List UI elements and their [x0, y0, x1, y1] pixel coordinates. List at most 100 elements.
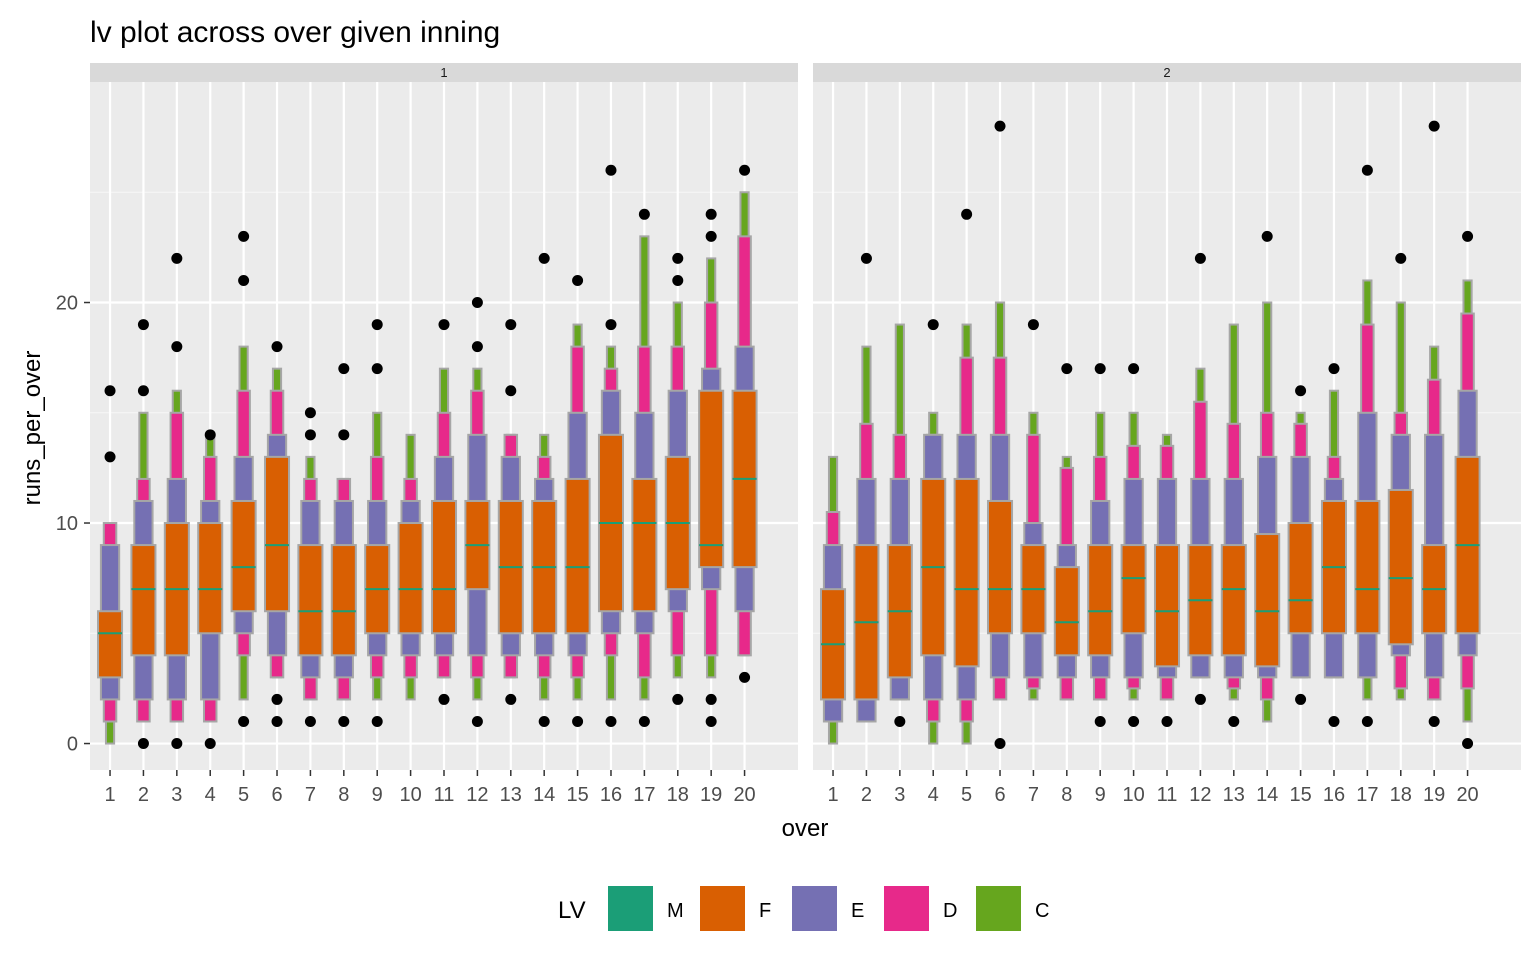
x-tick-label: 13 — [1223, 784, 1245, 806]
x-tick-label: 15 — [1289, 784, 1311, 806]
lv-level-F — [1354, 499, 1381, 635]
lv-box-over-2 — [130, 319, 157, 750]
lv-level-F — [230, 499, 257, 613]
lv-level-F — [1287, 522, 1314, 635]
lv-box-over-2 — [853, 252, 880, 723]
x-tick-label: 5 — [961, 784, 972, 806]
lv-box-over-5 — [953, 208, 980, 745]
facet-strip — [813, 63, 1521, 82]
lv-level-F — [1254, 533, 1281, 668]
outlier-point — [638, 715, 650, 727]
outlier-point — [471, 297, 483, 309]
lv-box-over-11 — [1153, 433, 1181, 727]
x-tick-label: 17 — [1356, 784, 1378, 806]
lv-box-over-6 — [263, 341, 291, 727]
x-tick-label: 15 — [566, 784, 588, 806]
x-tick-label: 11 — [1157, 784, 1178, 806]
outlier-point — [438, 693, 450, 705]
lv-box-over-10 — [1120, 363, 1147, 727]
lv-box-over-13 — [497, 319, 524, 705]
outlier-point — [104, 451, 116, 463]
outlier-point — [739, 164, 751, 176]
outlier-point — [204, 738, 216, 750]
x-axis-label: over — [782, 815, 829, 842]
y-axis: 0 10 20 — [56, 293, 90, 756]
outlier-point — [994, 738, 1006, 750]
lv-level-F — [1053, 566, 1080, 657]
x-tick-label: 6 — [994, 784, 1005, 806]
outlier-point — [1295, 693, 1307, 705]
outlier-point — [304, 715, 316, 727]
lv-level-C — [104, 720, 116, 745]
outlier-point — [572, 274, 584, 286]
x-tick-label: 14 — [533, 784, 555, 806]
panel-2: 2 — [813, 63, 1521, 770]
x-axis-panel-2: 1 2 3 4 5 6 7 8 9 10 11 12 13 14 15 16 17 18 19 20 — [827, 770, 1479, 806]
lv-box-over-1 — [820, 455, 847, 745]
outlier-point — [994, 120, 1006, 132]
outlier-point — [1428, 120, 1440, 132]
outlier-point — [1328, 363, 1340, 375]
outlier-point — [204, 429, 216, 441]
outlier-point — [171, 341, 183, 353]
lv-box-over-6 — [986, 120, 1014, 750]
lv-box-over-18 — [664, 252, 691, 705]
lv-level-F — [1387, 488, 1414, 646]
outlier-point — [672, 274, 684, 286]
outlier-point — [1094, 363, 1106, 375]
outlier-point — [572, 715, 584, 727]
outlier-point — [471, 341, 483, 353]
lv-box-over-9 — [364, 319, 391, 727]
legend-key-swatch — [792, 886, 837, 931]
outlier-point — [137, 385, 149, 397]
outlier-point — [1094, 715, 1106, 727]
outlier-point — [1061, 363, 1073, 375]
lv-level-F — [263, 455, 291, 613]
x-tick-label: 2 — [138, 784, 149, 806]
lv-box-over-20 — [1454, 230, 1481, 750]
chart-title: lv plot across over given inning — [90, 16, 500, 49]
lv-box-over-12 — [464, 297, 491, 727]
legend-item-D: D — [884, 886, 957, 931]
x-tick-label: 6 — [271, 784, 282, 806]
outlier-point — [638, 208, 650, 220]
x-tick-label: 17 — [633, 784, 655, 806]
lv-box-over-12 — [1187, 252, 1214, 705]
legend: LV M F E D C — [558, 886, 1049, 931]
outlier-point — [705, 715, 717, 727]
legend-key-label: C — [1035, 900, 1049, 922]
lv-level-F — [698, 389, 725, 569]
lv-level-F — [631, 477, 658, 613]
x-tick-label: 11 — [434, 784, 455, 806]
x-tick-label: 18 — [1390, 784, 1412, 806]
outlier-point — [238, 274, 250, 286]
lv-box-over-4 — [920, 319, 947, 745]
lv-box-over-14 — [1254, 230, 1281, 723]
outlier-point — [271, 693, 283, 705]
outlier-point — [1428, 715, 1440, 727]
y-tick-label: 10 — [56, 513, 78, 535]
lv-level-F — [953, 477, 980, 668]
x-tick-label: 1 — [827, 784, 838, 806]
outlier-point — [1328, 715, 1340, 727]
x-tick-label: 16 — [600, 784, 622, 806]
outlier-point — [1161, 715, 1173, 727]
outlier-point — [438, 319, 450, 331]
outlier-point — [505, 385, 517, 397]
outlier-point — [894, 715, 906, 727]
panel-1: 1 — [90, 63, 798, 770]
outlier-point — [1128, 363, 1140, 375]
x-axis-panel-1: 1 2 3 4 5 6 7 8 9 10 11 12 13 14 15 16 17 18 19 20 — [104, 770, 756, 806]
outlier-point — [1395, 252, 1407, 264]
outlier-point — [238, 230, 250, 242]
legend-item-E: E — [792, 886, 864, 931]
facet-strip — [90, 63, 798, 82]
lv-box-over-14 — [531, 252, 558, 727]
lv-level-F — [97, 610, 124, 679]
legend-title: LV — [558, 897, 586, 924]
x-tick-label: 12 — [1189, 784, 1211, 806]
outlier-point — [605, 319, 617, 331]
lv-box-over-16 — [597, 164, 625, 727]
outlier-point — [927, 319, 939, 331]
